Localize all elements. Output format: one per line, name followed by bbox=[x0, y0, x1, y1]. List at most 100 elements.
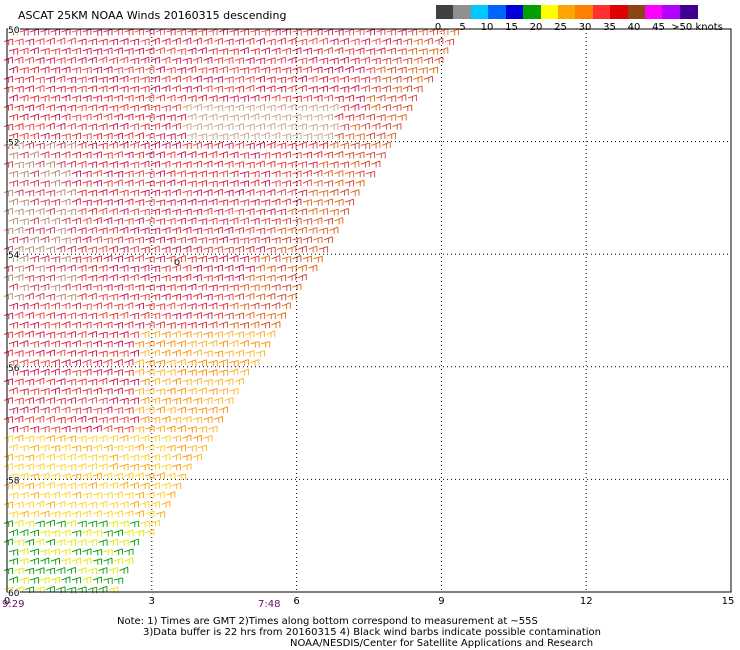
wind-barb bbox=[103, 510, 113, 518]
wind-barb bbox=[171, 37, 181, 45]
wind-barb bbox=[229, 170, 239, 178]
wind-barb bbox=[35, 349, 45, 357]
wind-barb bbox=[140, 378, 150, 386]
wind-barb bbox=[182, 161, 192, 168]
colorbar-swatch bbox=[488, 5, 507, 19]
wind-barb bbox=[145, 510, 155, 518]
wind-barb bbox=[365, 48, 376, 55]
wind-barb bbox=[124, 472, 134, 480]
wind-barb bbox=[92, 66, 103, 74]
wind-barb bbox=[224, 264, 234, 272]
wind-barb bbox=[50, 321, 61, 329]
wind-barb bbox=[56, 160, 66, 168]
wind-barb bbox=[407, 66, 418, 74]
wind-barb bbox=[182, 349, 192, 357]
wind-barb bbox=[218, 199, 229, 206]
wind-barb bbox=[14, 293, 24, 301]
wind-barb bbox=[66, 37, 76, 45]
wind-barb bbox=[134, 28, 144, 36]
wind-barb bbox=[66, 520, 76, 527]
wind-barb bbox=[35, 85, 45, 92]
wind-barb bbox=[113, 28, 123, 36]
wind-barb bbox=[103, 94, 113, 102]
wind-barb bbox=[129, 161, 140, 168]
wind-barb bbox=[439, 28, 449, 36]
wind-barb bbox=[35, 189, 45, 196]
wind-barb bbox=[171, 122, 181, 130]
wind-barb bbox=[119, 293, 129, 300]
wind-barb bbox=[3, 331, 14, 338]
wind-barb bbox=[113, 47, 123, 55]
wind-barb bbox=[66, 104, 77, 112]
colorbar-swatch bbox=[679, 5, 699, 19]
wind-barb bbox=[56, 312, 66, 320]
wind-barb bbox=[155, 94, 165, 102]
wind-barb bbox=[218, 255, 228, 262]
wind-barb bbox=[176, 48, 187, 55]
wind-barb bbox=[8, 425, 19, 433]
wind-barb bbox=[339, 85, 350, 93]
wind-barb bbox=[87, 482, 97, 489]
wind-barb bbox=[260, 255, 270, 262]
wind-barb bbox=[56, 245, 66, 253]
wind-barb bbox=[155, 113, 166, 121]
wind-barb bbox=[313, 47, 323, 55]
wind-barb bbox=[77, 520, 87, 528]
wind-barb bbox=[381, 104, 391, 111]
wind-barb bbox=[61, 180, 71, 187]
wind-barb bbox=[3, 378, 13, 385]
wind-barb bbox=[224, 85, 234, 93]
wind-barb bbox=[166, 387, 176, 395]
wind-barb bbox=[113, 472, 123, 480]
wind-barb bbox=[276, 76, 287, 83]
wind-barb bbox=[87, 189, 98, 197]
wind-barb bbox=[24, 189, 35, 197]
wind-barb bbox=[187, 180, 197, 187]
y-tick-label: 60 bbox=[8, 589, 20, 599]
wind-barb bbox=[182, 142, 192, 149]
wind-barb bbox=[339, 56, 349, 64]
wind-barb bbox=[313, 169, 323, 177]
wind-barb bbox=[66, 482, 77, 490]
colorbar-swatch bbox=[627, 5, 647, 19]
wind-barb bbox=[82, 388, 92, 395]
wind-barb bbox=[187, 340, 197, 348]
wind-barb bbox=[229, 114, 239, 121]
wind-barb bbox=[155, 369, 166, 376]
wind-barb bbox=[218, 284, 229, 291]
wind-barb bbox=[218, 66, 228, 73]
wind-barb bbox=[92, 113, 102, 121]
wind-barb bbox=[119, 350, 129, 357]
wind-barb bbox=[208, 369, 218, 376]
wind-barb bbox=[276, 122, 286, 130]
wind-barb bbox=[213, 350, 224, 357]
wind-barb bbox=[239, 303, 250, 310]
wind-barb bbox=[161, 85, 171, 92]
wind-barb bbox=[224, 207, 234, 215]
wind-barb bbox=[302, 255, 313, 263]
wind-barb bbox=[129, 208, 139, 215]
wind-barb bbox=[3, 435, 14, 442]
wind-barb bbox=[35, 160, 45, 168]
wind-barb bbox=[203, 76, 213, 83]
wind-barb bbox=[255, 330, 265, 338]
wind-barb bbox=[266, 160, 276, 168]
wind-barb bbox=[24, 75, 34, 83]
wind-barb bbox=[365, 151, 376, 159]
wind-barb bbox=[29, 170, 39, 178]
wind-barb bbox=[260, 113, 270, 121]
wind-barb bbox=[171, 84, 181, 92]
wind-barb bbox=[208, 406, 218, 414]
wind-barb bbox=[24, 538, 34, 546]
wind-barb bbox=[402, 104, 413, 112]
wind-barb bbox=[161, 312, 171, 320]
wind-barb bbox=[14, 226, 24, 234]
wind-barb bbox=[19, 302, 29, 310]
wind-barb bbox=[302, 218, 313, 225]
wind-barb bbox=[77, 207, 87, 215]
y-tick-label: 50 bbox=[8, 26, 20, 36]
wind-barb bbox=[103, 113, 113, 121]
wind-barb bbox=[98, 293, 108, 301]
wind-barb bbox=[234, 226, 244, 234]
